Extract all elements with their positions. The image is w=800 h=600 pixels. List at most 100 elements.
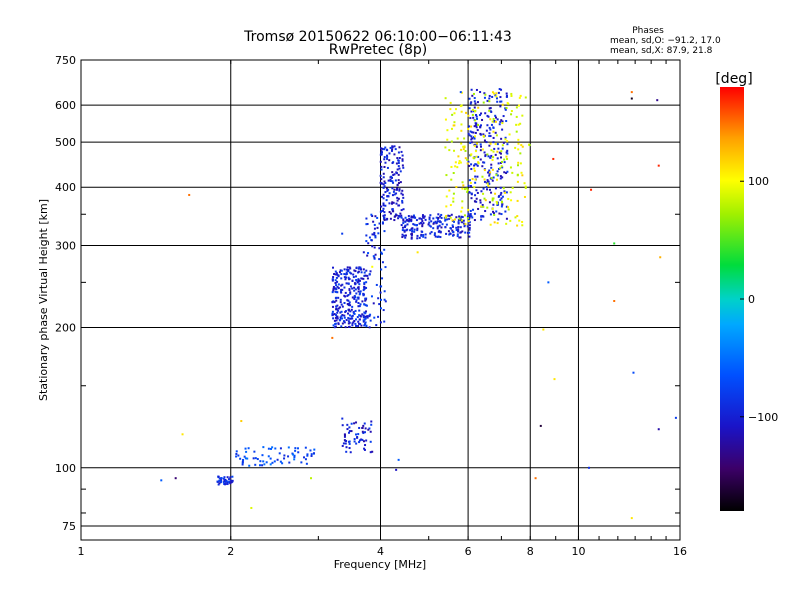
- echo-point: [381, 209, 384, 212]
- echo-point: [336, 273, 339, 276]
- echo-point: [491, 95, 494, 98]
- echo-point: [495, 173, 498, 176]
- echo-point: [358, 322, 361, 325]
- echo-point: [218, 482, 221, 485]
- echo-point: [418, 222, 421, 225]
- echo-point: [499, 167, 502, 170]
- echo-point: [421, 214, 424, 217]
- echo-point: [415, 219, 418, 222]
- echo-point: [267, 455, 270, 458]
- echo-point: [384, 300, 387, 303]
- echo-point: [514, 216, 517, 219]
- echo-point: [401, 233, 404, 236]
- echo-point: [386, 189, 389, 192]
- echo-point: [348, 271, 351, 274]
- echo-point: [359, 315, 362, 318]
- echo-point: [473, 97, 476, 100]
- echo-point: [392, 173, 395, 176]
- echo-point: [458, 215, 461, 218]
- y-tick-label: 300: [55, 239, 76, 252]
- echo-point: [297, 451, 300, 454]
- echo-point: [351, 324, 354, 327]
- echo-point: [188, 193, 191, 196]
- echo-point: [449, 101, 452, 104]
- echo-point: [364, 297, 367, 300]
- echo-point: [347, 322, 350, 325]
- echo-point: [347, 304, 350, 307]
- echo-point: [499, 161, 502, 164]
- echo-point: [376, 226, 379, 229]
- echo-point: [479, 149, 482, 152]
- echo-point: [353, 286, 356, 289]
- echo-point: [474, 175, 477, 178]
- echo-point: [281, 462, 284, 465]
- echo-point: [353, 320, 356, 323]
- echo-point: [630, 517, 633, 520]
- echo-point: [469, 130, 472, 133]
- echo-point: [364, 299, 367, 302]
- echo-point: [367, 242, 370, 245]
- echo-point: [473, 219, 476, 222]
- echo-point: [475, 88, 478, 91]
- echo-point: [469, 117, 472, 120]
- echo-point: [365, 240, 368, 243]
- y-tick-label: 600: [55, 99, 76, 112]
- echo-point: [519, 122, 522, 125]
- echo-point: [450, 165, 453, 168]
- echo-point: [225, 480, 228, 483]
- echo-point: [244, 457, 247, 460]
- echo-point: [483, 178, 486, 181]
- echo-point: [444, 97, 447, 100]
- echo-point: [475, 197, 478, 200]
- echo-point: [505, 222, 508, 225]
- echo-point: [528, 144, 531, 147]
- echo-point: [500, 197, 503, 200]
- echo-point: [363, 324, 366, 327]
- echo-point: [505, 172, 508, 175]
- echo-point: [481, 215, 484, 218]
- echo-point: [436, 227, 439, 230]
- echo-point: [358, 279, 361, 282]
- echo-point: [335, 319, 338, 322]
- echo-point: [241, 460, 244, 463]
- echo-point: [404, 220, 407, 223]
- echo-point: [505, 120, 508, 123]
- echo-point: [510, 113, 513, 116]
- echo-point: [447, 230, 450, 233]
- echo-point: [517, 148, 520, 151]
- echo-point: [506, 170, 509, 173]
- echo-point: [451, 219, 454, 222]
- echo-point: [346, 428, 349, 431]
- echo-point: [355, 433, 358, 436]
- echo-point: [428, 216, 431, 219]
- echo-point: [300, 461, 303, 464]
- echo-point: [363, 293, 366, 296]
- echo-point: [519, 152, 522, 155]
- echo-point: [384, 146, 387, 149]
- echo-point: [491, 179, 494, 182]
- echo-point: [462, 219, 465, 222]
- echo-point: [382, 309, 385, 312]
- echo-point: [511, 171, 514, 174]
- echo-point: [362, 314, 365, 317]
- echo-point: [488, 201, 491, 204]
- echo-point: [453, 124, 456, 127]
- echo-point: [369, 440, 372, 443]
- echo-point: [382, 176, 385, 179]
- echo-point: [331, 336, 334, 339]
- echo-point: [340, 310, 343, 313]
- echo-point: [223, 479, 226, 482]
- echo-point: [498, 212, 501, 215]
- echo-point: [350, 430, 353, 433]
- echo-point: [395, 214, 398, 217]
- echo-point: [552, 157, 555, 160]
- echo-point: [429, 214, 432, 217]
- echo-point: [439, 215, 442, 218]
- echo-point: [457, 221, 460, 224]
- echo-point: [382, 197, 385, 200]
- echo-point: [460, 129, 463, 132]
- echo-point: [401, 154, 404, 157]
- echo-point: [368, 326, 371, 329]
- phases-x-line: mean, sd,X: 87.9, 21.8: [610, 46, 713, 56]
- echo-point: [407, 215, 410, 218]
